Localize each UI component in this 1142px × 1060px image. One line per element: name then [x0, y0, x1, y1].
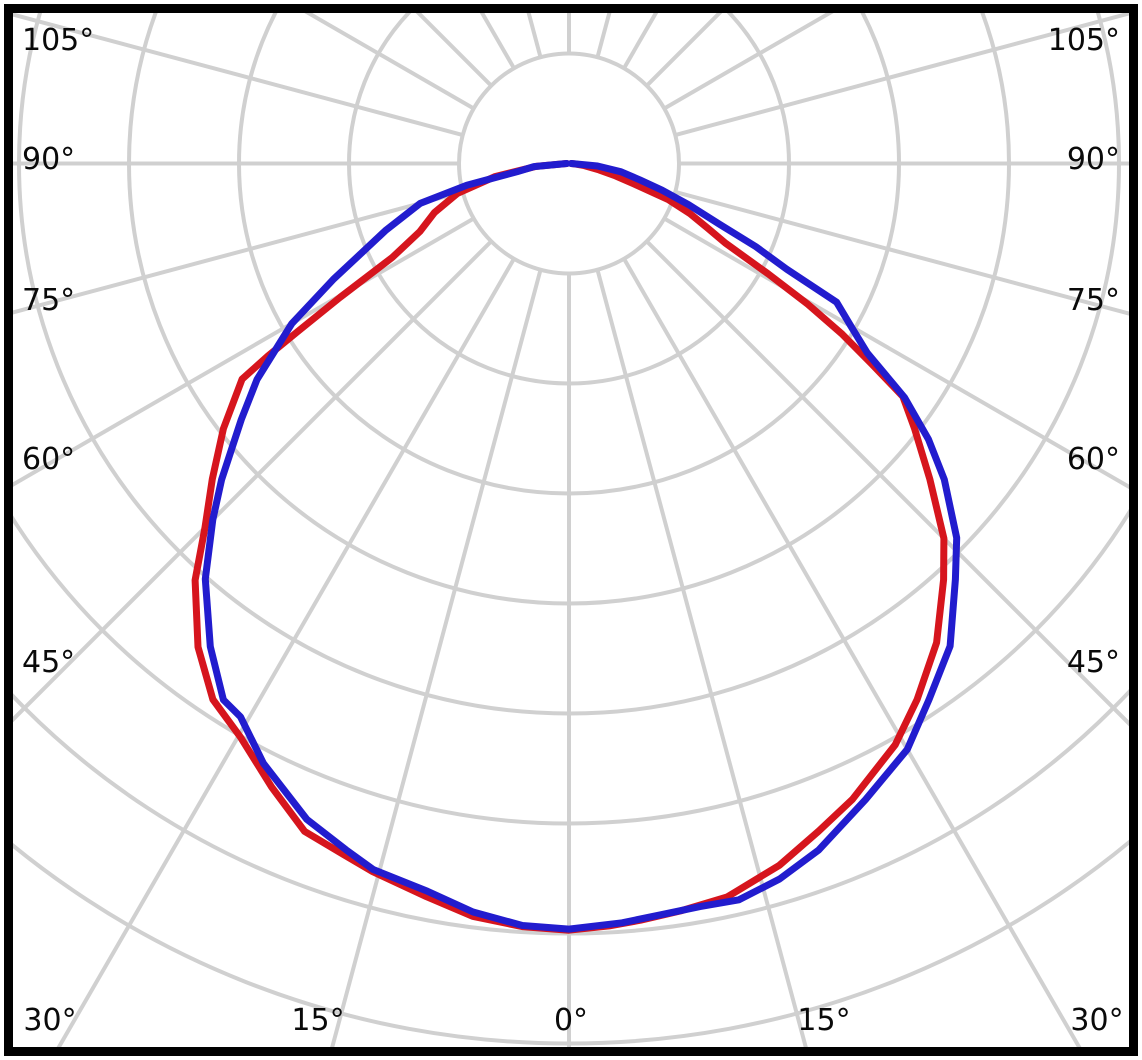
angle-label-right-75: 75° — [1067, 283, 1120, 318]
angle-label-bottom-15L: 15° — [291, 1003, 344, 1038]
angle-label-right-90: 90° — [1067, 142, 1120, 177]
angle-label-right-60: 60° — [1067, 442, 1120, 477]
angle-labels: 105° 90° 75° 60° 45° 105° 90° 75° 60° 45… — [22, 23, 1124, 1038]
angle-label-bottom-30R: 30° — [1070, 1003, 1123, 1038]
angle-label-left-90: 90° — [22, 142, 75, 177]
angle-label-bottom-30L: 30° — [23, 1003, 76, 1038]
angle-label-left-105: 105° — [22, 23, 94, 58]
angle-label-right-45: 45° — [1067, 645, 1120, 680]
angle-label-bottom-15R: 15° — [797, 1003, 850, 1038]
angle-label-left-45: 45° — [22, 645, 75, 680]
intensity-curves — [191, 160, 961, 934]
figure-border — [4, 4, 1138, 1056]
blue-curve — [201, 160, 961, 933]
angle-label-left-75: 75° — [22, 283, 75, 318]
angle-label-bottom-0: 0° — [554, 1003, 588, 1038]
angle-label-right-105: 105° — [1048, 23, 1120, 58]
angle-label-left-60: 60° — [22, 442, 75, 477]
